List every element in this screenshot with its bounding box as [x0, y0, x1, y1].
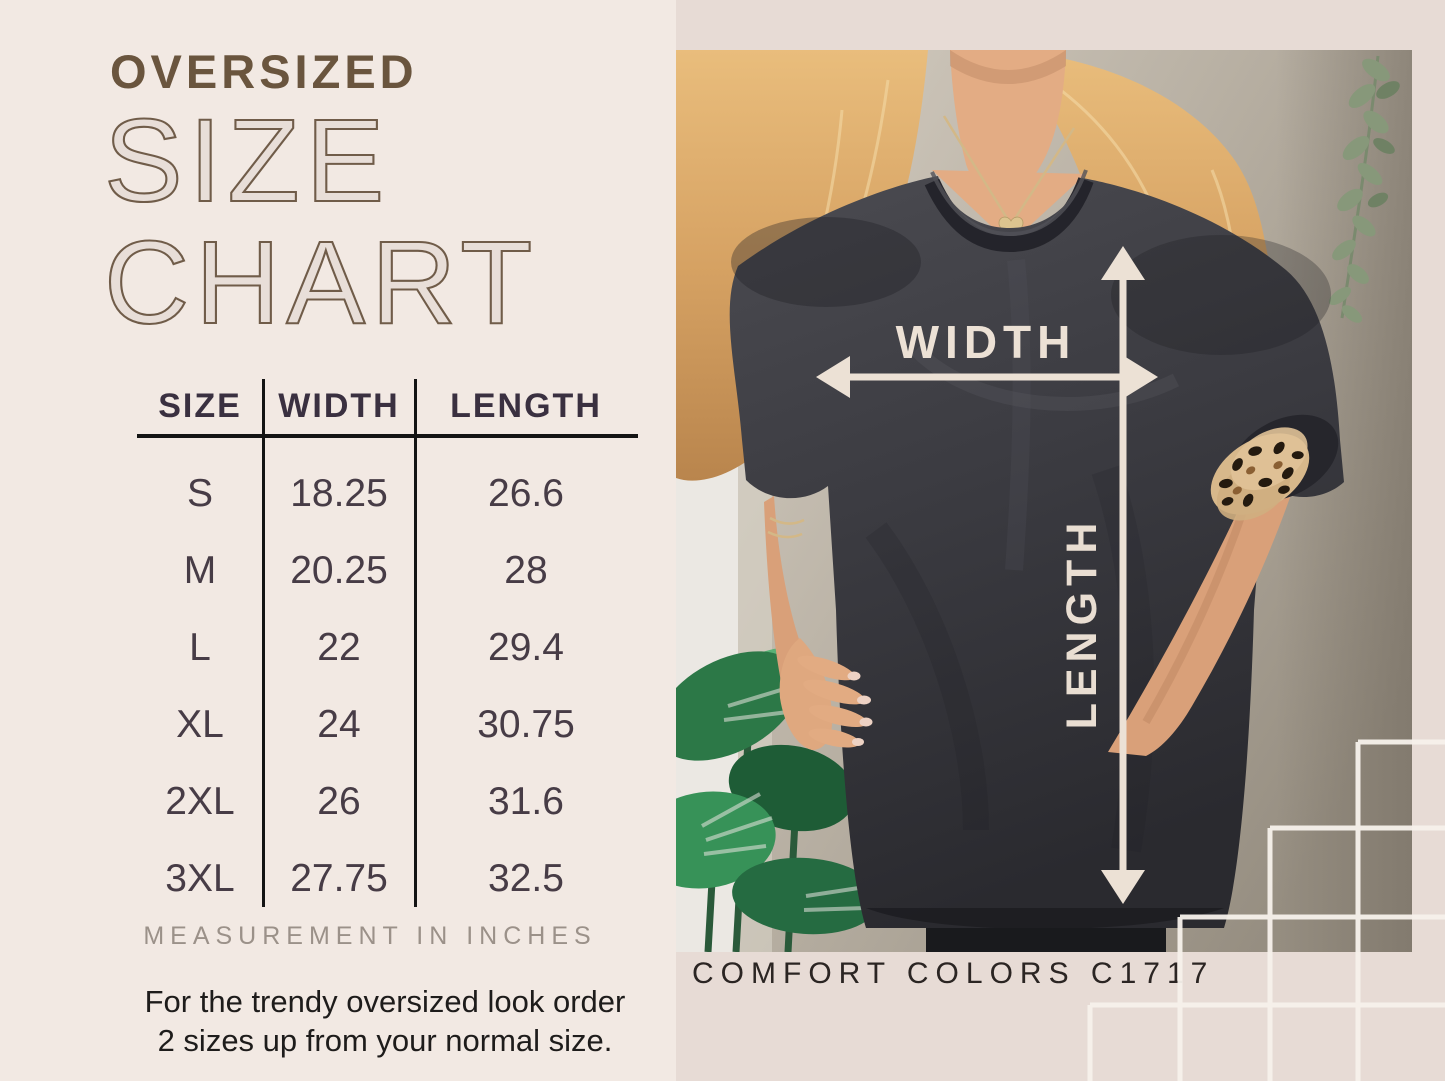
size-chart-panel: OVERSIZED SIZE CHART SIZE WIDTH LENGTH S… [0, 0, 676, 1081]
table-column-divider [414, 379, 417, 907]
fingernails [847, 671, 873, 746]
sizing-advice-line2: 2 sizes up from your normal size. [157, 1023, 613, 1058]
necklace [942, 115, 1076, 238]
sizing-advice-line1: For the trendy oversized look order [144, 984, 626, 1019]
cell-length: 28 [504, 548, 548, 592]
table-column-divider [262, 379, 265, 907]
cell-width: 26 [317, 779, 361, 823]
cell-length: 30.75 [477, 702, 575, 746]
eucalyptus-plant [1328, 55, 1400, 323]
cell-length: 31.6 [488, 779, 564, 823]
cell-width: 24 [317, 702, 361, 746]
right-arm [1108, 414, 1339, 756]
decorative-grid [1087, 739, 1445, 1081]
cell-length: 32.5 [488, 856, 564, 900]
table-row: L 22 29.4 [137, 609, 637, 686]
cell-size: 2XL [165, 779, 235, 823]
table-header-rule [137, 434, 638, 438]
cell-size: M [183, 548, 217, 592]
neck-and-chest [932, 50, 1086, 244]
sizing-advice-note: For the trendy oversized look order 2 si… [30, 982, 740, 1060]
cell-size: L [189, 625, 211, 669]
cell-width: 22 [317, 625, 361, 669]
table-row: XL 24 30.75 [137, 686, 637, 763]
bracelets [767, 516, 805, 539]
cell-size: S [186, 471, 213, 515]
header-size: SIZE [158, 386, 242, 425]
leopard-scrunchie [1210, 427, 1310, 521]
width-label: WIDTH [896, 316, 1077, 368]
measurement-units-note: MEASUREMENT IN INCHES [143, 922, 597, 950]
title-oversized: OVERSIZED [110, 45, 418, 98]
table-row: M 20.25 28 [137, 532, 637, 609]
garment-caption: COMFORT COLORS C1717 [692, 957, 1215, 990]
cell-width: 27.75 [290, 856, 388, 900]
table-row: S 18.25 26.6 [137, 455, 637, 532]
size-table-body: S 18.25 26.6 M 20.25 28 L 22 29.4 XL 24 … [137, 455, 637, 917]
photo-scene: WIDTH LENGTH [676, 50, 1412, 952]
cell-width: 18.25 [290, 471, 388, 515]
length-label: LENGTH [1058, 517, 1106, 730]
model-photo: WIDTH LENGTH [676, 50, 1412, 952]
title-size-chart: SIZE CHART [103, 95, 539, 349]
shirt-hem [866, 908, 1224, 929]
cell-size: XL [176, 702, 224, 746]
width-arrow [816, 356, 1158, 398]
cell-length: 26.6 [488, 471, 564, 515]
length-arrow [1101, 246, 1145, 904]
cell-width: 20.25 [290, 548, 388, 592]
monstera-plant [676, 647, 880, 952]
cell-length: 29.4 [488, 625, 564, 669]
cell-size: 3XL [165, 856, 235, 900]
header-width: WIDTH [278, 386, 400, 425]
header-length: LENGTH [450, 386, 602, 425]
table-row: 2XL 26 31.6 [137, 763, 637, 840]
collar [924, 177, 1094, 253]
legs-shadow [926, 928, 1166, 952]
table-row: 3XL 27.75 32.5 [137, 840, 637, 917]
size-table-header: SIZE WIDTH LENGTH [137, 382, 637, 430]
tshirt [729, 169, 1344, 952]
left-arm-hand [764, 496, 873, 750]
